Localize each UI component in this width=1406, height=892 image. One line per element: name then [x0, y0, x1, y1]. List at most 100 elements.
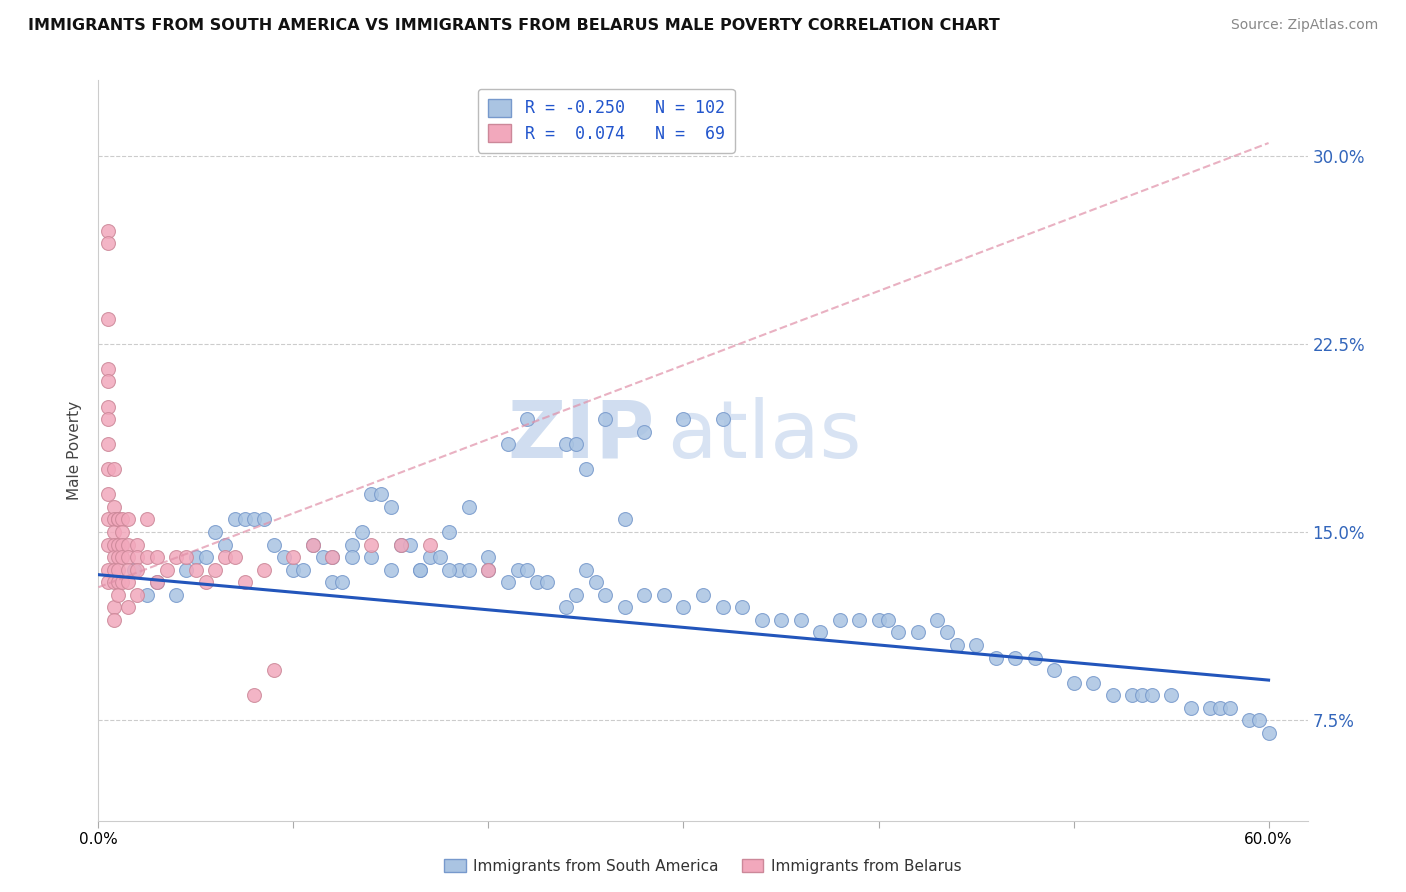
Point [263, 538, 285, 552]
Point [340, 538, 363, 552]
Point [103, 563, 125, 577]
Point [595, 588, 617, 602]
Point [174, 563, 197, 577]
Point [107, 512, 129, 526]
Point [224, 512, 246, 526]
Point [945, 638, 967, 652]
Point [848, 613, 870, 627]
Point [769, 613, 792, 627]
Point [107, 563, 129, 577]
Point [243, 512, 266, 526]
Point [184, 550, 207, 565]
Point [789, 613, 811, 627]
Point [273, 550, 295, 565]
Point [117, 538, 139, 552]
Point [595, 412, 617, 426]
Point [103, 462, 125, 476]
Point [419, 538, 441, 552]
Point [350, 524, 373, 539]
Point [672, 600, 695, 615]
Point [127, 550, 149, 565]
Point [1063, 675, 1085, 690]
Point [156, 563, 179, 577]
Point [292, 563, 315, 577]
Point [283, 550, 305, 565]
Point [165, 550, 187, 565]
Point [614, 600, 637, 615]
Point [555, 600, 578, 615]
Point [263, 663, 285, 677]
Point [97, 224, 120, 238]
Point [614, 512, 637, 526]
Point [127, 588, 149, 602]
Point [111, 512, 134, 526]
Point [633, 588, 655, 602]
Point [1130, 688, 1153, 702]
Point [117, 563, 139, 577]
Point [458, 500, 481, 514]
Point [389, 538, 412, 552]
Point [965, 638, 987, 652]
Point [1180, 700, 1202, 714]
Point [103, 550, 125, 565]
Point [868, 613, 890, 627]
Point [136, 512, 159, 526]
Point [97, 412, 120, 426]
Point [399, 538, 422, 552]
Point [409, 563, 432, 577]
Text: Source: ZipAtlas.com: Source: ZipAtlas.com [1230, 18, 1378, 32]
Point [321, 550, 343, 565]
Point [103, 575, 125, 590]
Point [97, 375, 120, 389]
Point [555, 437, 578, 451]
Point [117, 575, 139, 590]
Point [477, 563, 499, 577]
Point [103, 538, 125, 552]
Point [233, 512, 256, 526]
Point [103, 613, 125, 627]
Point [103, 512, 125, 526]
Point [370, 487, 392, 501]
Point [731, 600, 754, 615]
Point [565, 588, 588, 602]
Point [97, 400, 120, 414]
Legend: R = -0.250   N = 102, R =  0.074   N =  69: R = -0.250 N = 102, R = 0.074 N = 69 [478, 88, 734, 153]
Point [107, 538, 129, 552]
Point [711, 412, 734, 426]
Point [808, 625, 831, 640]
Point [692, 588, 714, 602]
Point [526, 575, 548, 590]
Point [1237, 713, 1260, 727]
Point [97, 362, 120, 376]
Point [1024, 650, 1046, 665]
Point [97, 487, 120, 501]
Point [360, 487, 382, 501]
Point [935, 625, 957, 640]
Point [449, 563, 471, 577]
Point [439, 524, 461, 539]
Point [496, 575, 519, 590]
Point [253, 563, 276, 577]
Point [312, 550, 335, 565]
Y-axis label: Male Poverty: Male Poverty [67, 401, 83, 500]
Point [575, 462, 598, 476]
Point [477, 563, 499, 577]
Point [1160, 688, 1182, 702]
Point [828, 613, 851, 627]
Point [477, 550, 499, 565]
Point [877, 613, 900, 627]
Point [122, 563, 145, 577]
Point [146, 575, 169, 590]
Text: ZIP: ZIP [508, 397, 655, 475]
Point [380, 500, 402, 514]
Point [136, 550, 159, 565]
Point [117, 512, 139, 526]
Point [194, 550, 217, 565]
Point [97, 236, 120, 251]
Point [107, 512, 129, 526]
Point [165, 588, 187, 602]
Point [174, 550, 197, 565]
Point [204, 563, 226, 577]
Point [925, 613, 948, 627]
Point [439, 563, 461, 577]
